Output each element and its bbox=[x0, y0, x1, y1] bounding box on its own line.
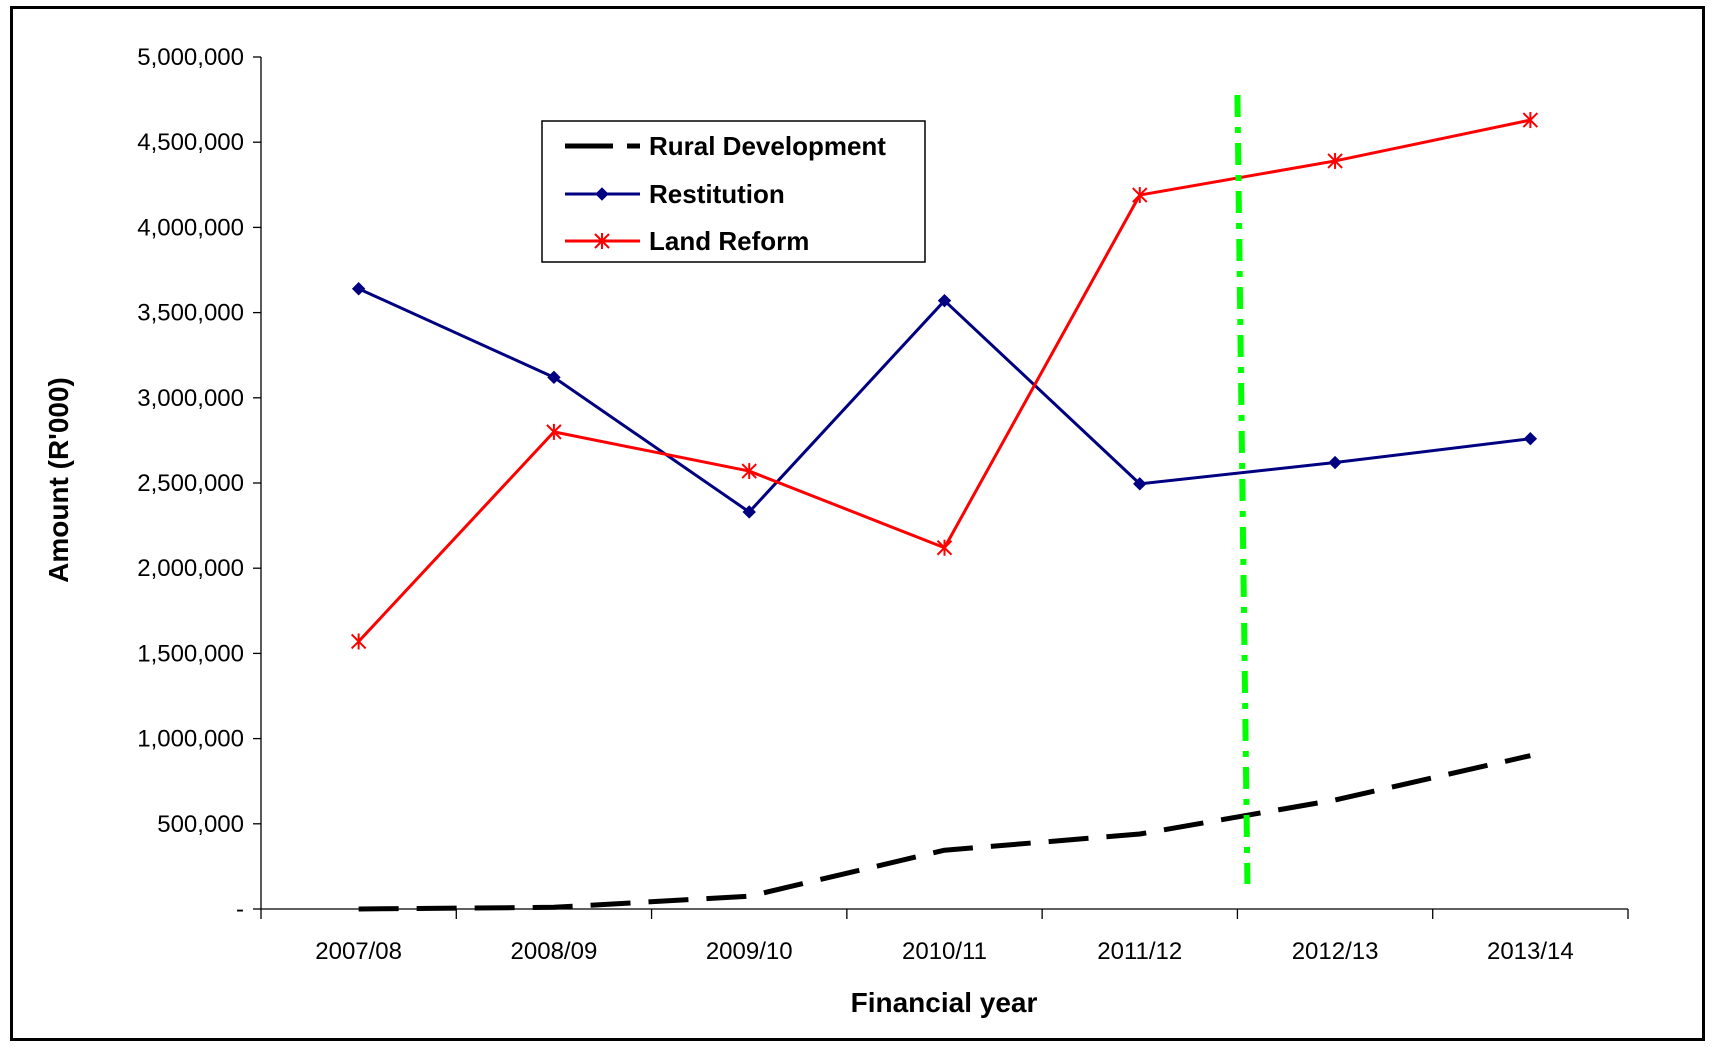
x-axis: 2007/08 2008/09 2009/10 2010/11 2011/12 2012/… bbox=[260, 908, 1629, 965]
data-point bbox=[742, 505, 756, 519]
x-tick-label: 2011/12 bbox=[1097, 938, 1182, 965]
series-restitution bbox=[351, 282, 1538, 519]
y-tick-label: 1,000,000 bbox=[137, 726, 244, 753]
series-rural-development bbox=[358, 753, 1531, 912]
x-tick-label: 2007/08 bbox=[315, 938, 402, 965]
y-tick-label: 3,000,000 bbox=[137, 385, 244, 412]
x-axis-title: Financial year bbox=[851, 987, 1038, 1018]
data-point bbox=[936, 539, 953, 556]
y-axis-title: Amount (R'000) bbox=[43, 377, 74, 583]
data-point bbox=[937, 293, 952, 308]
data-point bbox=[594, 233, 610, 249]
series-layer bbox=[350, 112, 1539, 912]
x-tick-label: 2010/11 bbox=[902, 938, 987, 965]
data-point bbox=[546, 423, 562, 440]
x-tick-label: 2008/09 bbox=[511, 938, 598, 965]
legend-item: Restitution bbox=[565, 179, 785, 209]
y-axis: - 500,000 1,000,000 1,500,000 2,000,000 2,500… bbox=[137, 44, 262, 923]
data-point bbox=[1133, 477, 1147, 491]
data-point bbox=[1328, 455, 1342, 470]
series-line bbox=[358, 753, 1531, 912]
data-point bbox=[1132, 187, 1148, 204]
legend-label: Restitution bbox=[649, 179, 785, 209]
vertical-marker-layer bbox=[1234, 94, 1251, 885]
y-tick-label: 4,500,000 bbox=[137, 129, 244, 156]
data-point bbox=[741, 463, 757, 480]
x-tick-label: 2013/14 bbox=[1487, 938, 1574, 965]
y-tick-label: 1,500,000 bbox=[137, 640, 244, 667]
y-tick-label: 2,500,000 bbox=[137, 470, 244, 497]
series-land-reform bbox=[350, 112, 1539, 650]
y-tick-label: 5,000,000 bbox=[137, 44, 244, 71]
y-tick-label: 500,000 bbox=[157, 811, 244, 838]
y-tick-label: 2,000,000 bbox=[137, 555, 244, 582]
legend: Rural Development Restitution Land Reform bbox=[541, 120, 926, 263]
legend-label: Land Reform bbox=[649, 226, 809, 256]
legend-item: Rural Development bbox=[565, 131, 886, 161]
y-tick-label: 4,000,000 bbox=[137, 214, 244, 241]
data-point bbox=[1523, 431, 1538, 446]
data-point bbox=[595, 187, 609, 201]
vertical-dash-dot-line bbox=[1234, 94, 1251, 885]
data-point bbox=[350, 633, 367, 650]
x-tick-label: 2009/10 bbox=[706, 938, 793, 965]
series-line bbox=[357, 118, 1531, 643]
y-tick-label: - bbox=[236, 896, 244, 923]
legend-item: Land Reform bbox=[565, 226, 809, 256]
legend-label: Rural Development bbox=[649, 131, 886, 161]
x-tick-label: 2012/13 bbox=[1292, 938, 1379, 965]
series-line bbox=[358, 287, 1531, 514]
y-tick-label: 3,500,000 bbox=[137, 300, 244, 327]
data-point bbox=[547, 370, 561, 385]
data-point bbox=[351, 282, 366, 296]
data-point bbox=[1522, 112, 1539, 129]
data-point bbox=[1327, 152, 1343, 169]
